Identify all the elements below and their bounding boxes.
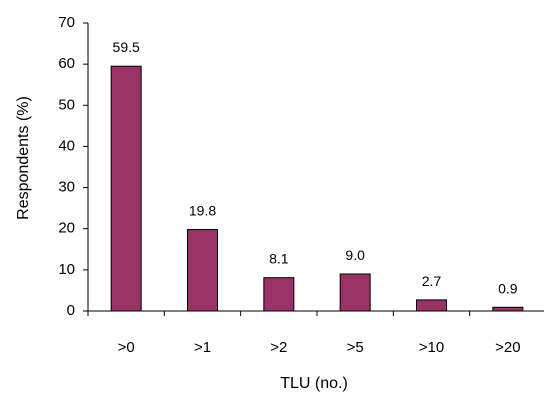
y-tick-label: 60 [58, 55, 75, 72]
y-tick-label: 30 [58, 179, 75, 196]
plot-area: 0 10 20 30 40 50 60 70 59.5 >0 19.8 >1 8.1 >2 9.0 >5 2.7… [58, 14, 544, 356]
data-label: 2.7 [422, 273, 442, 289]
data-label: 9.0 [345, 247, 365, 263]
bar [110, 65, 142, 312]
bar [339, 273, 371, 312]
x-tick-label: >20 [495, 339, 520, 356]
bar [263, 277, 295, 312]
y-tick-label: 40 [58, 137, 75, 154]
y-tick-label: 10 [58, 261, 75, 278]
data-label: 0.9 [498, 280, 518, 296]
data-label: 19.8 [189, 203, 216, 219]
data-label: 8.1 [269, 251, 289, 267]
y-tick-label: 20 [58, 220, 75, 237]
x-tick-label: >0 [118, 339, 135, 356]
x-tick-label: >2 [270, 339, 287, 356]
y-tick-label: 50 [58, 96, 75, 113]
x-tick-label: >1 [194, 339, 211, 356]
y-tick-label: 0 [67, 302, 75, 319]
data-label: 59.5 [113, 39, 140, 55]
x-axis-title: TLU (no.) [280, 375, 348, 392]
x-tick-label: >5 [347, 339, 364, 356]
y-axis-title: Respondents (%) [15, 96, 32, 220]
bar [416, 299, 447, 312]
bar [187, 229, 218, 312]
bar [492, 306, 524, 312]
y-tick-label: 70 [58, 14, 75, 31]
x-tick-label: >10 [419, 339, 444, 356]
